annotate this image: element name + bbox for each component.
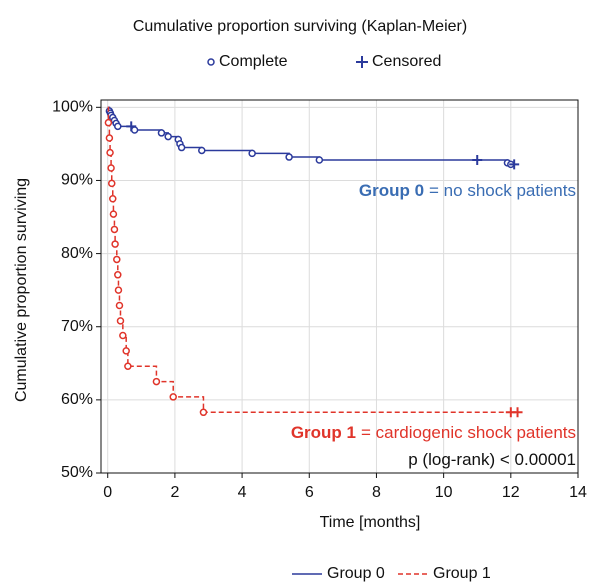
x-tick-label: 12 xyxy=(502,484,520,501)
complete-marker xyxy=(116,317,125,325)
x-tick-label: 4 xyxy=(238,484,247,501)
complete-marker xyxy=(130,126,139,134)
x-tick-label: 2 xyxy=(170,484,179,501)
x-tick-label: 6 xyxy=(305,484,314,501)
censored-marker xyxy=(126,121,137,132)
censored-marker xyxy=(472,154,483,165)
chart-title: Cumulative proportion surviving (Kaplan-… xyxy=(133,18,467,35)
complete-marker xyxy=(285,153,293,161)
annotation: Group 1 = cardiogenic shock patients xyxy=(291,423,576,442)
complete-marker xyxy=(177,143,186,152)
legend-label: Group 0 xyxy=(327,565,385,582)
x-axis-label: Time [months] xyxy=(320,514,421,531)
censored-marker xyxy=(512,407,523,418)
complete-marker xyxy=(107,164,115,172)
y-tick-label: 90% xyxy=(61,172,93,189)
complete-marker xyxy=(119,331,127,340)
complete-marker xyxy=(115,301,124,310)
complete-marker xyxy=(169,393,177,401)
legend-complete-marker xyxy=(207,58,215,66)
y-tick-label: 70% xyxy=(61,318,93,335)
complete-marker xyxy=(109,194,117,203)
complete-marker xyxy=(114,122,122,131)
complete-marker xyxy=(111,240,119,248)
complete-marker xyxy=(110,225,119,234)
complete-marker xyxy=(157,129,166,137)
complete-marker xyxy=(106,148,114,157)
annotation: Group 0 = no shock patients xyxy=(359,181,576,200)
y-tick-label: 100% xyxy=(52,99,93,116)
legend-label: Group 1 xyxy=(433,565,491,582)
y-tick-label: 80% xyxy=(61,245,93,262)
annotation-text: p (log-rank) < 0.00001 xyxy=(408,450,576,469)
complete-marker xyxy=(107,179,116,188)
y-axis-label: Cumulative proportion surviving xyxy=(13,178,30,402)
complete-marker xyxy=(109,210,118,218)
complete-marker xyxy=(198,146,206,155)
complete-marker xyxy=(248,149,256,158)
annotation-label: Group 0 xyxy=(359,181,424,200)
complete-marker xyxy=(164,132,172,141)
complete-marker xyxy=(104,118,113,127)
plot-frame xyxy=(100,99,579,474)
x-tick-label: 14 xyxy=(569,484,587,501)
complete-marker xyxy=(122,347,130,355)
complete-marker xyxy=(124,362,132,370)
legend-censored: Censored xyxy=(372,53,441,70)
censored-marker xyxy=(509,159,520,170)
complete-marker xyxy=(114,271,122,279)
annotation-label: Group 1 xyxy=(291,423,356,442)
complete-marker xyxy=(199,408,208,417)
complete-marker xyxy=(105,134,114,142)
survival-line xyxy=(107,106,518,414)
annotation-text: = no shock patients xyxy=(429,181,576,200)
y-tick-label: 50% xyxy=(61,464,93,481)
complete-marker xyxy=(114,286,123,294)
complete-marker xyxy=(315,156,324,164)
y-tick-label: 60% xyxy=(61,391,93,408)
x-tick-label: 8 xyxy=(372,484,381,501)
annotation-text: = cardiogenic shock patients xyxy=(361,423,576,442)
annotation: p (log-rank) < 0.00001 xyxy=(408,450,576,469)
legend-complete: Complete xyxy=(219,53,288,70)
legend-censored-marker xyxy=(356,56,368,68)
x-tick-label: 10 xyxy=(435,484,453,501)
complete-marker xyxy=(152,377,161,386)
x-tick-label: 0 xyxy=(103,484,112,501)
complete-marker xyxy=(113,255,121,264)
